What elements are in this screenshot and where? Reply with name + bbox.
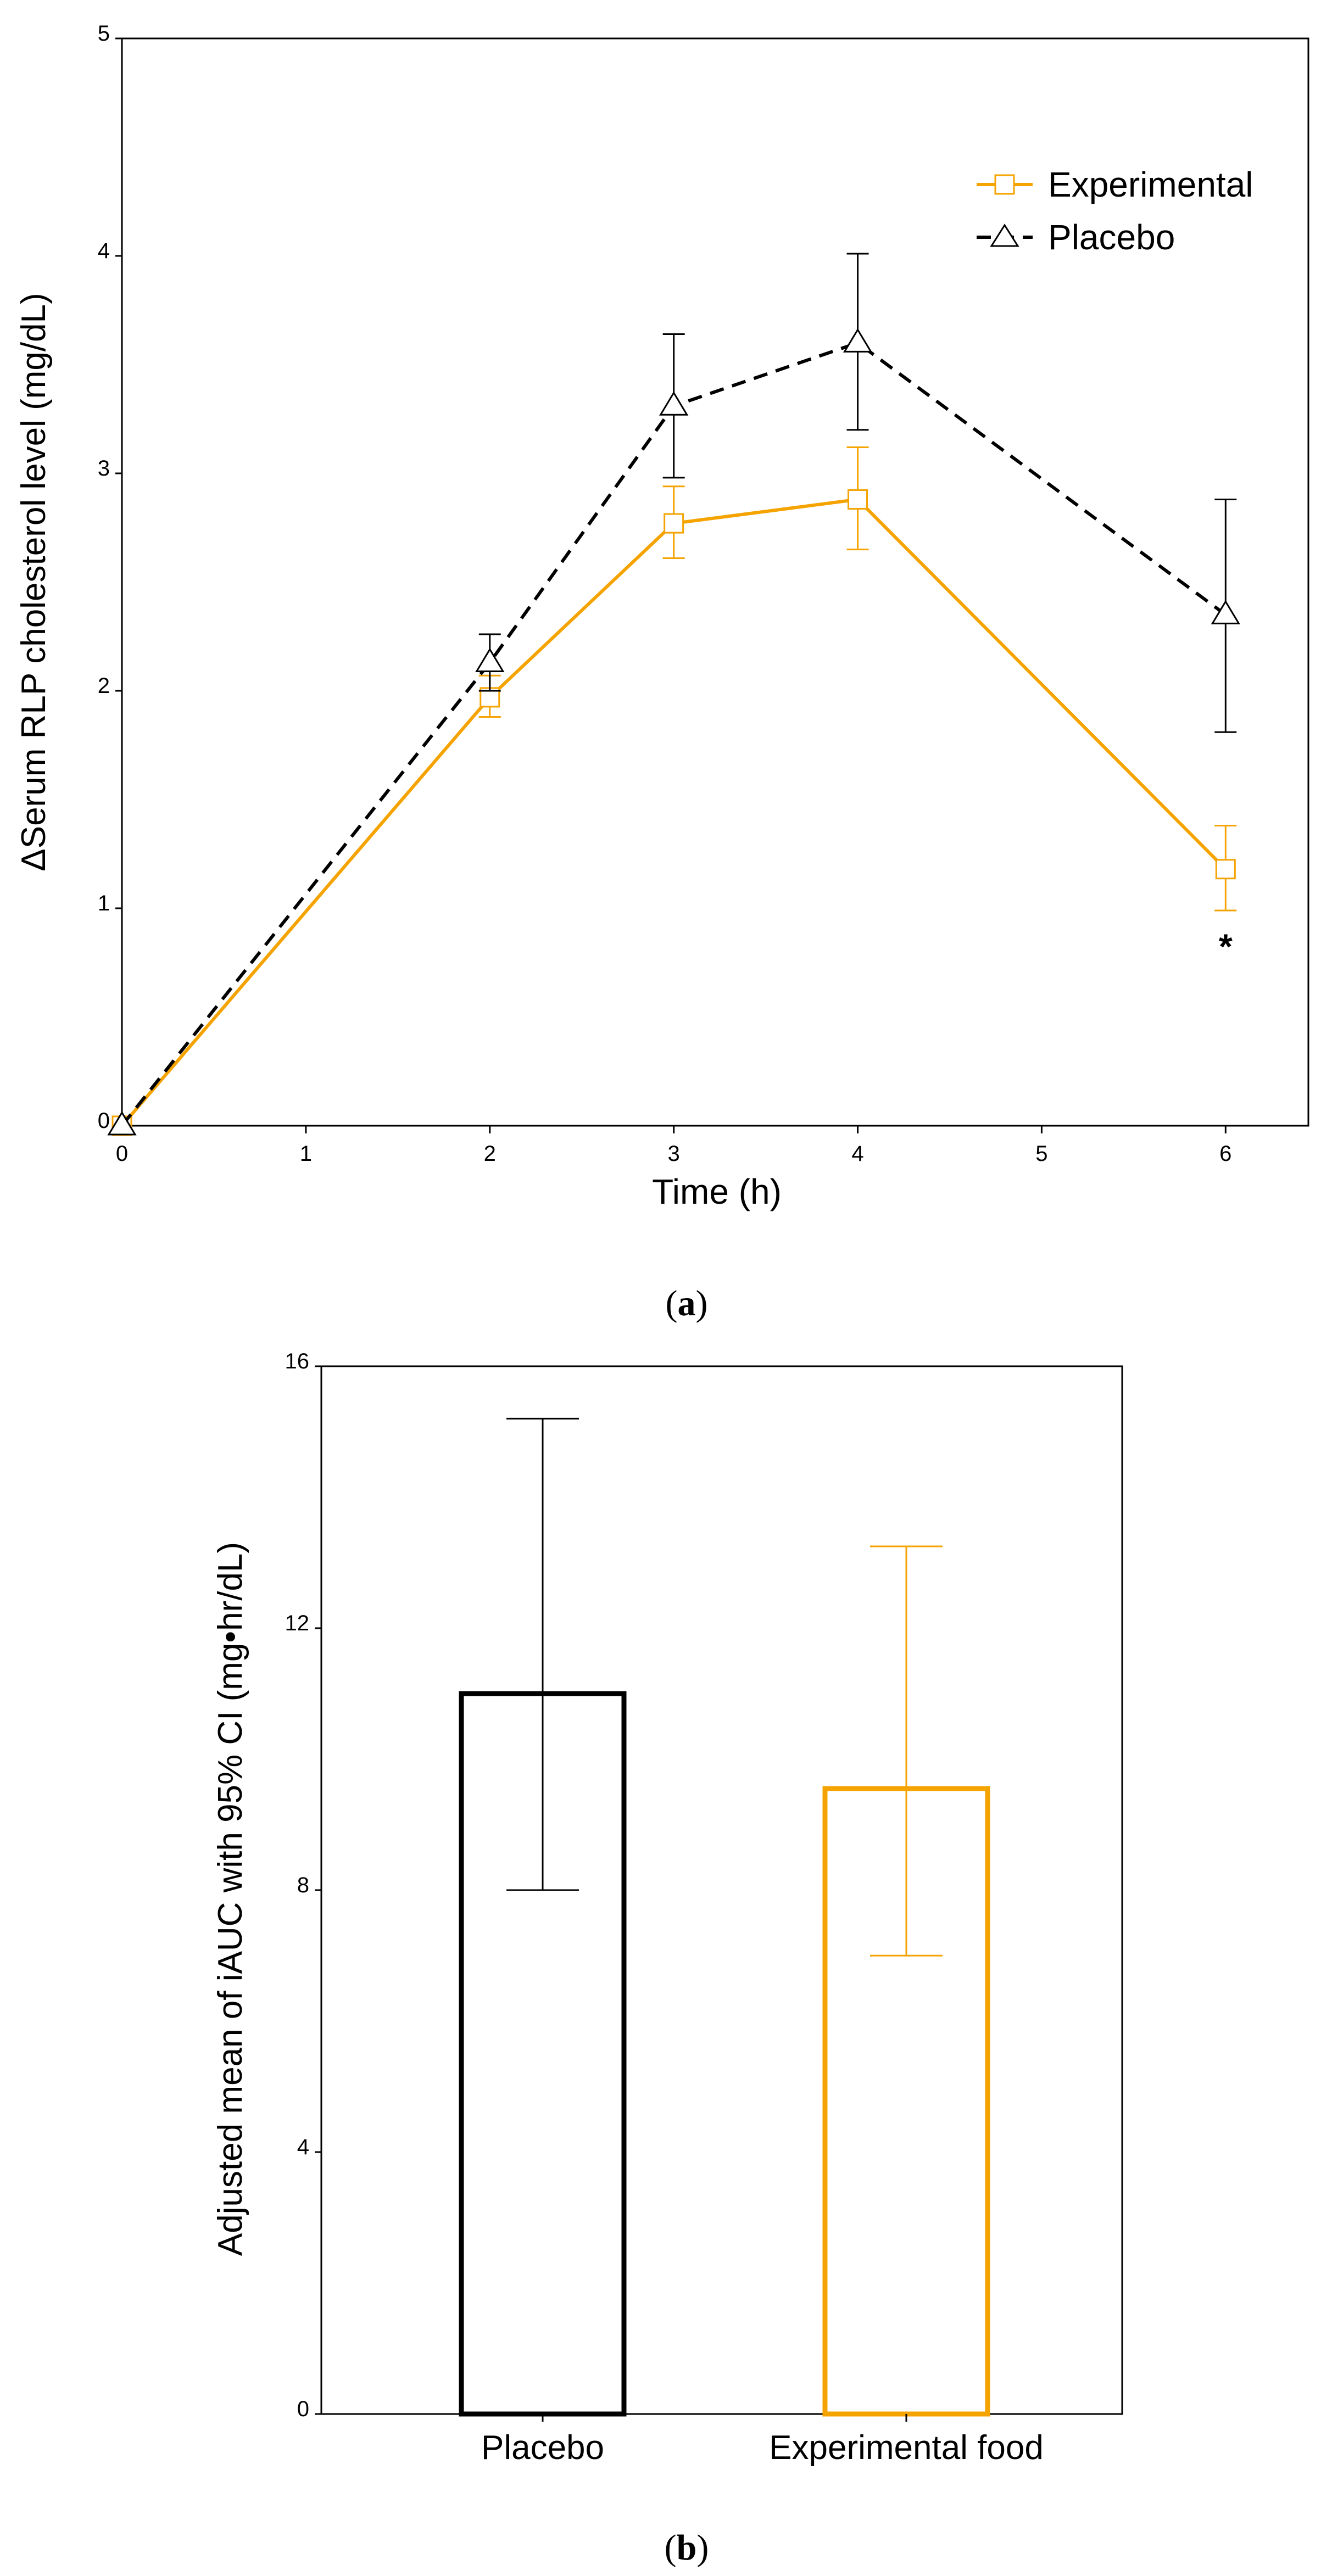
chart-b-y-tick-label: 16 xyxy=(285,1349,310,1373)
chart-a-x-tick-label: 5 xyxy=(1035,1142,1047,1166)
chart-a-x-tick-label: 1 xyxy=(300,1142,312,1166)
chart-a-experimental-point xyxy=(848,489,868,510)
chart-b-x-axis: Placebo Experimental food xyxy=(481,2414,1044,2467)
chart-b-y-axis: 0 4 8 12 16 xyxy=(285,1349,321,2421)
chart-a-x-axis-label: Time (h) xyxy=(652,1172,782,1211)
chart-a-plot-frame xyxy=(121,37,1309,1127)
chart-a-y-tick-label: 3 xyxy=(98,456,110,480)
chart-b-category-label-experimental-food: Experimental food xyxy=(769,2429,1044,2467)
chart-a-x-tick-label: 0 xyxy=(116,1142,128,1166)
legend-experimental-square-icon xyxy=(994,174,1015,195)
chart-a-y-tick-label: 5 xyxy=(98,21,110,46)
chart-a-placebo-point xyxy=(475,647,505,673)
chart-a-series-layer xyxy=(107,253,1240,1136)
chart-a-placebo-point xyxy=(843,328,873,353)
chart-a-x-tick-label: 3 xyxy=(668,1142,680,1166)
legend-experimental-label: Experimental xyxy=(1048,165,1253,204)
chart-b-category-label-placebo: Placebo xyxy=(481,2429,604,2467)
chart-a-placebo-point xyxy=(107,1111,137,1136)
panel-a-caption: (a) xyxy=(666,1283,708,1323)
chart-b-y-tick-label: 12 xyxy=(285,1611,310,1635)
chart-a-placebo-point xyxy=(659,391,689,416)
chart-a-significance-asterisk: * xyxy=(1219,926,1233,966)
chart-a-y-tick-label: 0 xyxy=(98,1109,110,1133)
chart-a-x-tick-label: 6 xyxy=(1219,1142,1231,1166)
chart-b-bar-chart: 0 4 8 12 16 Placebo Experimental food Adjuste… xyxy=(211,1349,1123,2467)
chart-a-experimental-point xyxy=(664,513,684,534)
chart-a-y-tick-label: 1 xyxy=(98,891,110,915)
chart-a-line-chart: 0 1 2 3 4 5 0 1 2 3 4 5 6 Time (h) ΔSerum RLP chole… xyxy=(15,21,1309,1211)
chart-a-x-tick-label: 2 xyxy=(484,1142,496,1166)
chart-a-experimental-point xyxy=(1215,859,1236,880)
chart-b-y-tick-label: 8 xyxy=(297,1873,309,1897)
chart-a-x-tick-label: 4 xyxy=(851,1142,863,1166)
chart-b-y-tick-label: 4 xyxy=(297,2135,309,2159)
chart-b-y-axis-label: Adjusted mean of iAUC with 95% CI (mg•hr… xyxy=(211,1542,249,2256)
legend-placebo-triangle-icon xyxy=(990,223,1019,247)
chart-a-x-axis: 0 1 2 3 4 5 6 xyxy=(116,1126,1231,1166)
chart-a-placebo-point xyxy=(1211,600,1240,624)
chart-a-y-tick-label: 4 xyxy=(98,239,110,263)
chart-a-y-tick-label: 2 xyxy=(98,674,110,698)
chart-a-y-axis-label: ΔSerum RLP cholesterol level (mg/dL) xyxy=(15,293,53,871)
chart-a-legend: Experimental Placebo xyxy=(977,165,1253,257)
chart-b-y-tick-label: 0 xyxy=(297,2397,309,2421)
legend-placebo-label: Placebo xyxy=(1048,217,1175,257)
panel-b-caption: (b) xyxy=(665,2528,709,2568)
